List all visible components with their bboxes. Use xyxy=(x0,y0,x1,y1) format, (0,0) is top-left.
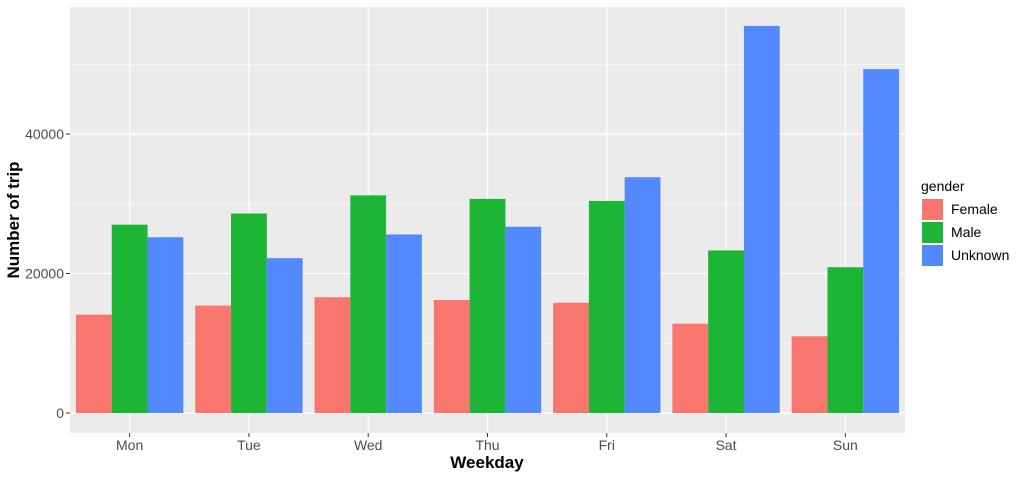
bar-male xyxy=(350,195,387,413)
x-tick-label: Sat xyxy=(716,437,737,453)
legend-title: gender xyxy=(921,178,965,194)
x-tick-label: Mon xyxy=(116,437,143,453)
bar-female xyxy=(791,336,828,413)
y-axis-title: Number of trip xyxy=(4,161,23,278)
x-tick-label: Fri xyxy=(599,437,615,453)
bar-female xyxy=(553,302,589,413)
legend-label-female: Female xyxy=(951,201,998,217)
bars xyxy=(75,25,900,413)
legend-key-male xyxy=(922,222,943,243)
bar-unknown xyxy=(624,177,661,413)
bar-male xyxy=(469,198,506,413)
bar-male xyxy=(231,213,267,413)
bar-male xyxy=(588,200,625,413)
legend: gender Female Male Unknown xyxy=(921,178,1009,266)
y-tick-label: 0 xyxy=(56,405,64,421)
bar-unknown xyxy=(505,226,542,413)
bar-male xyxy=(708,250,744,413)
bar-unknown xyxy=(266,258,303,413)
x-axis-title: Weekday xyxy=(450,453,524,472)
bar-female xyxy=(75,314,112,413)
legend-label-unknown: Unknown xyxy=(951,247,1009,263)
y-axis-ticks: 0 20000 40000 xyxy=(25,126,70,421)
legend-key-female xyxy=(922,199,943,220)
bar-female xyxy=(195,305,232,413)
bar-unknown xyxy=(863,69,900,413)
bar-unknown xyxy=(386,234,422,413)
y-tick-label: 40000 xyxy=(25,126,64,142)
bar-male xyxy=(827,267,864,413)
bar-female xyxy=(314,297,351,413)
bar-female xyxy=(433,300,470,413)
bar-female xyxy=(672,323,709,413)
x-tick-label: Thu xyxy=(475,437,499,453)
legend-label-male: Male xyxy=(951,224,982,240)
bar-unknown xyxy=(743,25,780,413)
x-tick-label: Sun xyxy=(833,437,858,453)
legend-key-unknown xyxy=(922,245,943,266)
x-tick-label: Tue xyxy=(237,437,261,453)
x-axis-ticks: Mon Tue Wed Thu Fri Sat Sun xyxy=(116,433,858,453)
x-tick-label: Wed xyxy=(354,437,383,453)
bar-unknown xyxy=(147,237,184,413)
y-tick-label: 20000 xyxy=(25,266,64,282)
bar-male xyxy=(111,224,148,413)
